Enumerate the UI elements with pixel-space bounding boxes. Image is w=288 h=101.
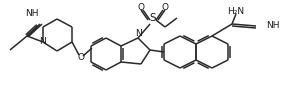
Text: H₂N: H₂N <box>228 6 245 15</box>
Text: N: N <box>39 37 46 46</box>
Text: O: O <box>77 54 84 63</box>
Text: N: N <box>134 28 141 37</box>
Text: NH: NH <box>266 22 279 31</box>
Text: NH: NH <box>25 9 39 18</box>
Text: O: O <box>137 4 145 13</box>
Text: O: O <box>162 4 168 13</box>
Text: S: S <box>150 13 156 23</box>
